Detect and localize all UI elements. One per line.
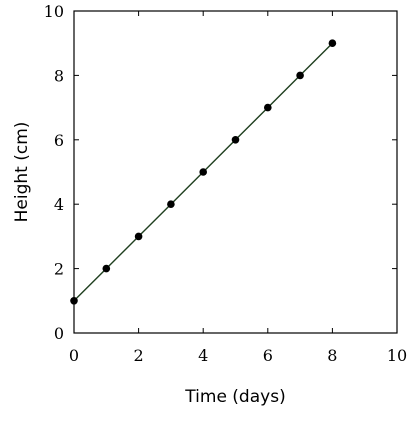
data-point: [134, 232, 143, 241]
y-tick-label: 10: [44, 2, 64, 21]
data-point: [231, 136, 240, 144]
data-point: [70, 297, 78, 305]
x-tick-label: 4: [198, 346, 208, 365]
data-point: [296, 71, 304, 80]
y-axis-label: Height (cm): [12, 122, 32, 223]
data-point: [199, 168, 207, 176]
y-tick-label: 8: [54, 66, 64, 85]
labels-layer: Time (days) Height (cm): [12, 122, 286, 407]
x-tick-label: 0: [69, 346, 79, 365]
data-point: [328, 39, 337, 47]
x-tick-label: 8: [327, 346, 337, 365]
data-point: [102, 264, 111, 273]
y-tick-label: 6: [54, 131, 64, 150]
plot-frame: [73, 10, 398, 334]
data-point: [264, 103, 272, 112]
y-tick-label: 0: [54, 324, 64, 343]
y-tick-label: 2: [54, 260, 64, 279]
x-tick-label: 10: [387, 346, 407, 365]
y-tick-label: 4: [54, 195, 64, 214]
ticks-layer: 0 2 4 6 8 10 0 2 4 6 8 10: [44, 2, 408, 365]
series-layer: [70, 39, 337, 305]
x-tick-label: 6: [263, 346, 273, 365]
data-point: [167, 200, 175, 208]
x-tick-label: 2: [134, 346, 144, 365]
x-axis-label: Time (days): [184, 387, 285, 407]
